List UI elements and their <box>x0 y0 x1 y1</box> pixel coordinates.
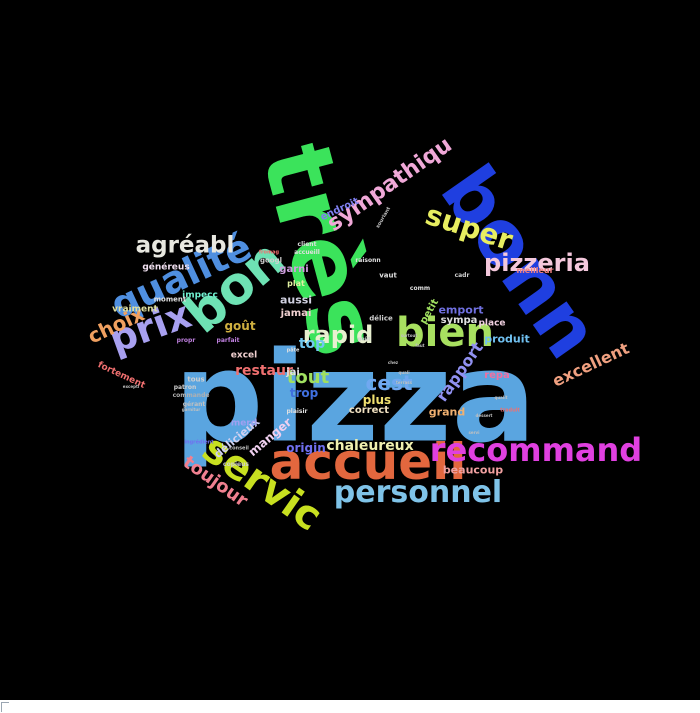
cloud-word: pizza <box>173 325 537 471</box>
cloud-word: restaur <box>235 363 293 379</box>
cloud-word: recommand <box>429 431 643 469</box>
cloud-word: emport <box>438 303 484 317</box>
cloud-word: surtout <box>400 333 418 338</box>
cloud-word: accueil <box>269 433 467 491</box>
cloud-word: parfait <box>216 337 240 344</box>
cloud-word: goût <box>357 336 371 343</box>
cloud-word: goût <box>224 319 256 333</box>
cloud-word: top <box>298 336 326 352</box>
cloud-word: beaucoup <box>442 463 504 477</box>
cloud-word: propr <box>176 337 196 344</box>
cloud-word: chaleureux <box>326 438 414 454</box>
cloud-word: garni <box>279 264 309 275</box>
cloud-word: faut <box>415 343 425 348</box>
cloud-word: moment <box>153 295 187 304</box>
cloud-word: généreus <box>142 262 190 273</box>
cloud-word: gérant <box>182 401 206 408</box>
cloud-word: chez <box>387 360 399 365</box>
cloud-word: délice <box>369 314 393 323</box>
cloud-word: rapid <box>302 321 374 349</box>
cloud-word: repa <box>484 370 510 381</box>
cloud-word: vaut <box>379 271 397 280</box>
cloud-word: souriant <box>375 206 393 230</box>
cloud-word: agréabl <box>135 232 235 259</box>
cloud-word: conseil <box>229 445 249 452</box>
cloud-word: sympa <box>440 315 478 326</box>
cloud-word: pizzeria <box>484 249 590 277</box>
cloud-word: fromag <box>258 249 280 256</box>
cloud-word: client <box>297 241 317 248</box>
cloud-word: pâte <box>286 347 300 354</box>
cloud-word: impecc <box>182 290 218 301</box>
cloud-word: excepti <box>122 384 140 389</box>
cloud-word: jai <box>286 367 300 378</box>
cloud-word: jamai <box>280 308 312 319</box>
cloud-word: traduit <box>500 407 520 414</box>
cloud-word: ingrédient <box>184 439 214 446</box>
cloud-word: comm <box>409 285 431 292</box>
cloud-word: tous <box>187 375 205 384</box>
cloud-word: garnitur <box>181 407 201 412</box>
cloud-word: patron <box>173 384 197 391</box>
cloud-word: plat <box>287 279 305 288</box>
cloud-word: qualit <box>494 395 508 400</box>
cloud-word: vraiment <box>112 304 158 315</box>
cloud-word: accueill <box>294 249 320 256</box>
cloud-word: tout <box>286 367 330 388</box>
cloud-word: merd <box>230 418 258 429</box>
cloud-word: plaisir <box>286 408 308 415</box>
cloud-word: correct <box>348 405 390 416</box>
cloud-word: place <box>478 318 506 329</box>
cloud-word: cadr <box>454 272 470 279</box>
cloud-word: personnel <box>333 475 503 510</box>
cloud-word: commande <box>172 392 210 399</box>
cloud-word: produit <box>484 332 530 346</box>
cloud-word: bien <box>396 310 494 356</box>
cloud-word: quali <box>398 370 410 375</box>
cloud-word: aussi <box>279 293 313 307</box>
cloud-word: trop <box>289 386 319 400</box>
cloud-word: origin <box>286 441 326 455</box>
cloud-word: servi <box>468 430 480 435</box>
cloud-word: plus <box>362 393 392 407</box>
cloud-word: terrass <box>395 380 413 385</box>
cloud-word: dessert <box>475 413 493 418</box>
cloud-word: meilleur <box>516 266 554 275</box>
cloud-word: excel <box>230 350 258 361</box>
cloud-word: grand <box>428 405 466 419</box>
cloud-word: copieus <box>223 461 249 468</box>
cloud-word: raisonn <box>355 257 381 264</box>
cloud-word: googl <box>259 256 283 265</box>
cloud-word: cest <box>365 371 413 395</box>
image-corner-mark <box>1 702 9 712</box>
